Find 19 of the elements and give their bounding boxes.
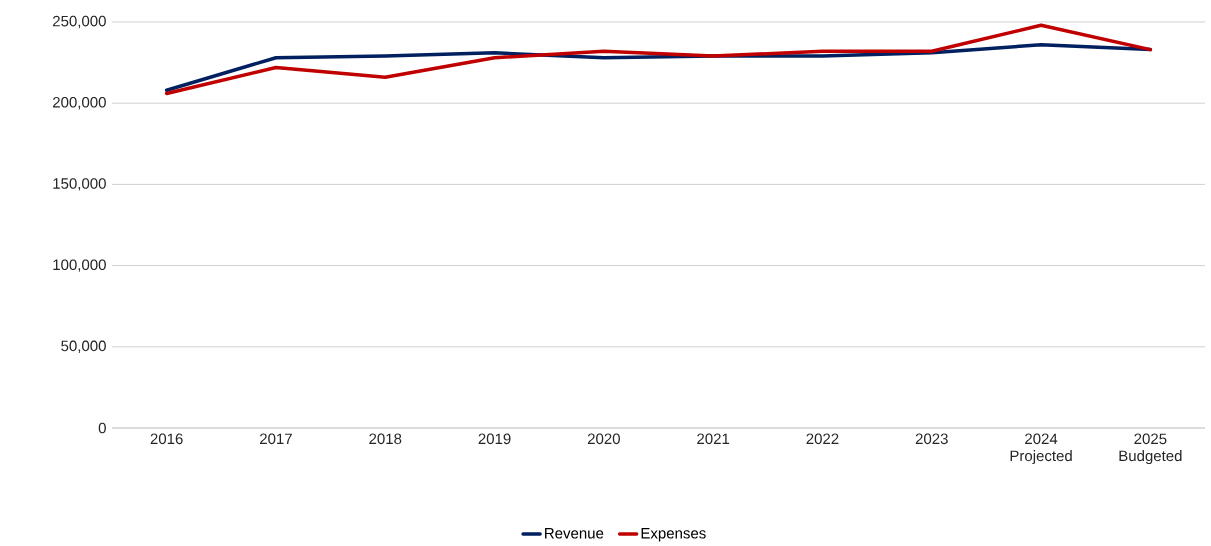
x-tick-label: 2025 Budgeted [1119,433,1182,465]
y-tick-label: 200,000 [53,97,106,110]
x-tick-label: 2018 [369,433,402,445]
legend-label: Revenue [545,528,604,539]
x-tick-label: 2020 [587,433,620,445]
line-series [164,23,1153,96]
x-tick-label: 2022 [806,433,839,445]
x-tick-label: 2019 [478,433,511,445]
x-tick-label: 2016 [150,433,183,445]
x-tick-label: 2024 Projected [1010,433,1072,465]
y-tick-label: 150,000 [53,178,106,191]
y-tick-label: 0 [98,422,106,434]
y-tick-label: 50,000 [61,340,106,353]
y-tick-label: 250,000 [53,15,106,29]
legend-label: Expenses [641,528,706,542]
x-tick-label: 2021 [697,433,730,445]
y-tick-label: 100,000 [53,259,106,272]
x-tick-label: 2017 [260,433,292,445]
x-tick-label: 2023 [915,433,948,445]
